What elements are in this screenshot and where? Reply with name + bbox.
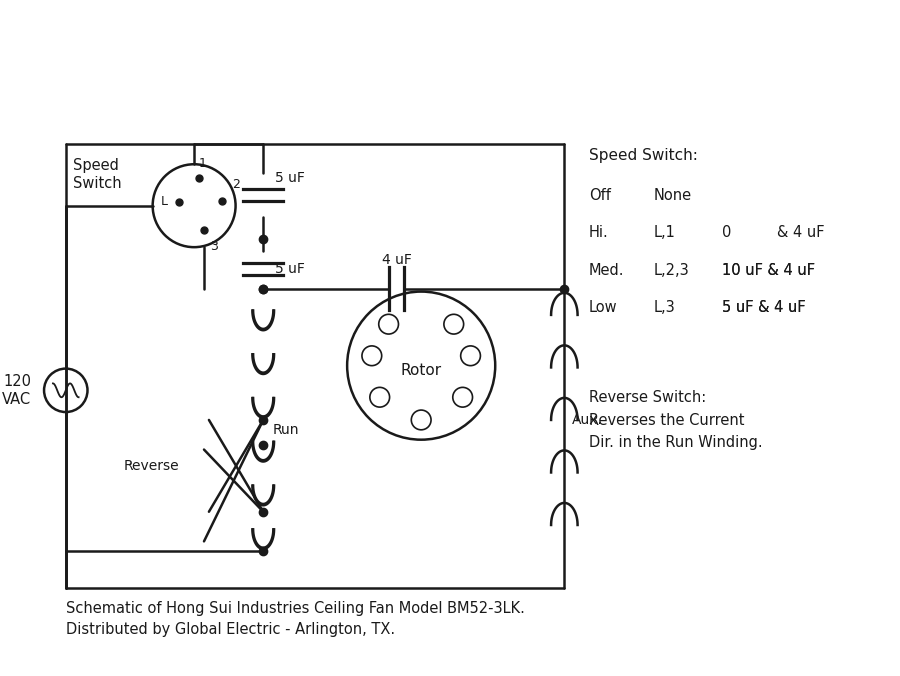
Text: 0: 0 [723,226,732,241]
Text: Reverse Switch:
Reverses the Current
Dir. in the Run Winding.: Reverse Switch: Reverses the Current Dir… [589,390,762,450]
Text: Off: Off [589,188,611,203]
Text: L,3: L,3 [653,301,675,316]
Text: None: None [653,188,691,203]
Text: L: L [160,195,167,208]
Text: L,1: L,1 [653,226,675,241]
Text: Speed
Switch: Speed Switch [73,158,122,191]
Text: 10 uF & 4 uF: 10 uF & 4 uF [723,263,815,278]
Text: 3: 3 [210,240,218,254]
Text: 5 uF: 5 uF [275,262,305,276]
Text: 10 uF & 4 uF: 10 uF & 4 uF [723,263,815,278]
Text: Rotor: Rotor [400,363,442,378]
Text: 1: 1 [199,157,207,170]
Text: Aux.: Aux. [572,413,603,427]
Text: Reverse: Reverse [123,459,179,473]
Text: Schematic of Hong Sui Industries Ceiling Fan Model BM52-3LK.
Distributed by Glob: Schematic of Hong Sui Industries Ceiling… [66,600,525,637]
Text: Med.: Med. [589,263,625,278]
Text: 5 uF & 4 uF: 5 uF & 4 uF [723,301,806,316]
Text: 2: 2 [231,178,239,191]
Text: 5 uF: 5 uF [275,171,305,185]
Text: 120
VAC: 120 VAC [2,374,32,406]
Text: Hi.: Hi. [589,226,608,241]
Text: 5 uF & 4 uF: 5 uF & 4 uF [723,301,806,316]
Text: L,2,3: L,2,3 [653,263,688,278]
Text: & 4 uF: & 4 uF [777,226,824,241]
Text: 4 uF: 4 uF [382,253,411,267]
Text: Run: Run [273,422,300,437]
Text: Low: Low [589,301,617,316]
Text: Speed Switch:: Speed Switch: [589,149,698,164]
